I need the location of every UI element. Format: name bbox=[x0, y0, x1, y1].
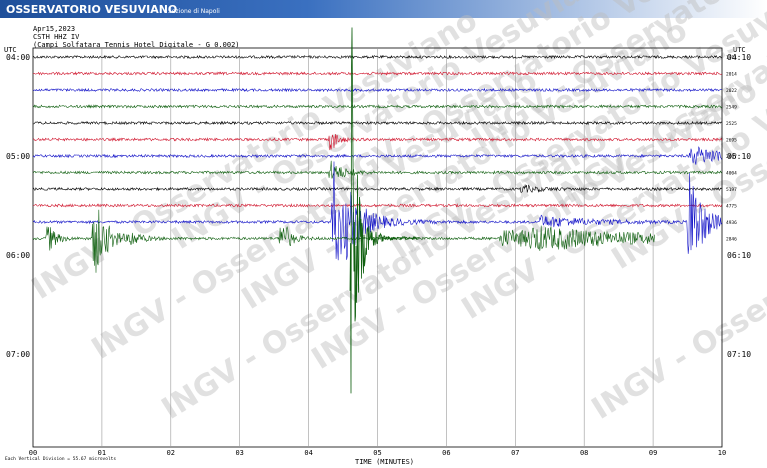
trace-label: 2607 bbox=[726, 154, 737, 160]
description: (Campi Solfatara Tennis Hotel Digitale -… bbox=[33, 41, 240, 49]
station: CSTH HHZ IV bbox=[33, 33, 80, 41]
header-subtitle: Sezione di Napoli bbox=[168, 8, 220, 15]
left-time-label: 05:00 bbox=[6, 152, 30, 161]
trace-label: 4004 bbox=[726, 171, 737, 177]
x-axis-title: TIME (MINUTES) bbox=[355, 458, 414, 466]
trace-label: 4775 bbox=[726, 204, 737, 210]
trace bbox=[32, 160, 723, 179]
earthquake-trace bbox=[349, 27, 421, 394]
left-time-label: 07:00 bbox=[6, 350, 30, 359]
trace bbox=[32, 104, 723, 109]
trace-label: 2022 bbox=[726, 88, 737, 94]
right-unit: UTC bbox=[733, 46, 746, 54]
trace-label: 5197 bbox=[726, 187, 737, 193]
x-tick-label: 09 bbox=[649, 449, 657, 457]
x-tick-label: 02 bbox=[167, 449, 175, 457]
trace-label: 2014 bbox=[726, 72, 737, 78]
x-tick-label: 04 bbox=[304, 449, 312, 457]
x-tick-label: 00 bbox=[29, 449, 37, 457]
x-tick-label: 10 bbox=[718, 449, 726, 457]
header-bar bbox=[0, 0, 767, 18]
x-tick-label: 07 bbox=[511, 449, 519, 457]
header-title: OSSERVATORIO VESUVIANO bbox=[6, 3, 177, 16]
trace bbox=[32, 54, 722, 60]
trace-label: 2525 bbox=[726, 121, 737, 127]
right-time-label: 04:10 bbox=[727, 53, 751, 62]
trace bbox=[32, 183, 722, 193]
left-time-label: 04:00 bbox=[6, 53, 30, 62]
trace-label: 1711 bbox=[726, 55, 737, 61]
x-tick-label: 01 bbox=[98, 449, 106, 457]
date: Apr15,2023 bbox=[33, 25, 75, 33]
x-tick-label: 08 bbox=[580, 449, 588, 457]
trace bbox=[32, 209, 655, 273]
trace-label: 2846 bbox=[726, 237, 737, 243]
trace bbox=[32, 203, 723, 208]
left-time-label: 06:00 bbox=[6, 251, 30, 260]
trace bbox=[32, 161, 723, 261]
left-unit: UTC bbox=[4, 46, 17, 54]
trace bbox=[32, 146, 723, 165]
footer-note: Each Vertical Division = 55.67 microvolt… bbox=[5, 456, 116, 462]
x-tick-label: 05 bbox=[373, 449, 381, 457]
right-time-label: 05:10 bbox=[727, 152, 751, 161]
x-tick-label: 03 bbox=[235, 449, 243, 457]
trace-label: 2549 bbox=[726, 105, 737, 111]
trace bbox=[33, 71, 722, 76]
trace bbox=[32, 133, 723, 151]
trace-label: 4936 bbox=[726, 220, 737, 226]
right-time-label: 07:10 bbox=[727, 350, 751, 359]
trace-label: 2695 bbox=[726, 138, 737, 144]
trace bbox=[32, 120, 722, 126]
x-tick-label: 06 bbox=[442, 449, 450, 457]
right-time-label: 06:10 bbox=[727, 251, 751, 260]
trace bbox=[32, 87, 722, 93]
